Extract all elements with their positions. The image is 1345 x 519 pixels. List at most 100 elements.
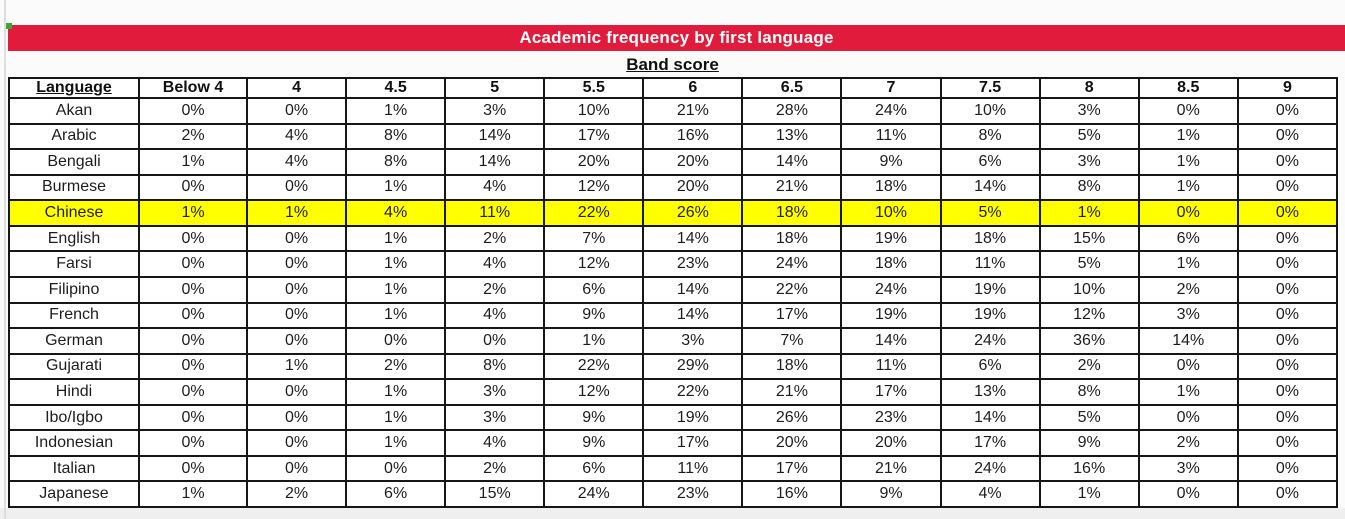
band-score-cell: 22%	[543, 352, 645, 381]
band-score-cell: 12%	[543, 378, 645, 406]
band-score-cell: 14%	[741, 148, 843, 176]
band-score-cell: 19%	[939, 301, 1041, 330]
band-score-cell: 0%	[1236, 173, 1339, 202]
band-score-cell: 0%	[245, 429, 348, 457]
table-row: Burmese 0% 0% 1% 4% 12% 20% 21% 18% 14% 8% 1% 0%	[8, 173, 1339, 202]
band-score-cell: 1%	[345, 275, 447, 304]
band-score-cell: 1%	[138, 480, 248, 508]
band-score-cell: 21%	[741, 173, 843, 202]
band-score-cell: 6%	[345, 480, 447, 508]
table-title: Academic frequency by first language	[519, 28, 834, 47]
language-cell: Gujarati	[8, 352, 140, 381]
band-score-cell: 0%	[1236, 224, 1339, 253]
band-score-cell: 14%	[642, 301, 744, 330]
band-score-cell: 1%	[345, 224, 447, 253]
band-score-cell: 0%	[1137, 480, 1239, 508]
table-row: Akan 0% 0% 1% 3% 10% 21% 28% 24% 10% 3% 0% 0%	[8, 97, 1339, 125]
band-score-cell: 12%	[543, 173, 645, 202]
band-score-cell: 1%	[345, 250, 447, 278]
language-cell: Akan	[8, 97, 140, 125]
band-score-cell: 0%	[245, 327, 348, 355]
band-score-cell: 21%	[642, 97, 744, 125]
band-score-cell: 20%	[642, 148, 744, 176]
band-score-cell: 15%	[444, 480, 546, 508]
band-score-cell: 1%	[345, 378, 447, 406]
band-score-cell: 1%	[1137, 148, 1239, 176]
band-score-cell: 23%	[840, 403, 942, 432]
band-score-cell: 1%	[245, 199, 348, 227]
band-score-cell: 11%	[840, 122, 942, 151]
band-score-cell: 0%	[138, 454, 248, 483]
band-score-cell: 7%	[741, 327, 843, 355]
band-score-cell: 0%	[1236, 454, 1339, 483]
band-score-cell: 3%	[444, 97, 546, 125]
band-score-cell: 0%	[245, 275, 348, 304]
language-cell: Bengali	[8, 148, 140, 176]
band-score-cell: 10%	[840, 199, 942, 227]
band-score-cell: 22%	[543, 199, 645, 227]
band-score-cell: 2%	[1137, 275, 1239, 304]
band-score-cell: 6%	[543, 275, 645, 304]
band-score-cell: 29%	[642, 352, 744, 381]
band-score-cell: 11%	[444, 199, 546, 227]
band-score-cell: 17%	[543, 122, 645, 151]
band-score-cell: 0%	[1236, 480, 1339, 508]
band-score-cell: 11%	[642, 454, 744, 483]
band-score-cell: 26%	[741, 403, 843, 432]
band-score-cell: 0%	[138, 224, 248, 253]
language-cell: Indonesian	[8, 429, 140, 457]
band-score-cell: 6%	[939, 352, 1041, 381]
band-score-cell: 24%	[741, 250, 843, 278]
band-score-cell: 0%	[138, 301, 248, 330]
language-column-header: Language	[8, 77, 140, 99]
band-score-cell: 0%	[138, 97, 248, 125]
band-score-cell: 2%	[245, 480, 348, 508]
band-score-cell: 10%	[939, 97, 1041, 125]
band-score-cell: 0%	[245, 97, 348, 125]
band-score-cell: 13%	[741, 122, 843, 151]
language-cell: Farsi	[8, 250, 140, 278]
band-score-cell: 0%	[345, 454, 447, 483]
band-column-header: 5.5	[543, 77, 645, 99]
table-row: French 0% 0% 1% 4% 9% 14% 17% 19% 19% 12% 3% 0%	[8, 301, 1339, 330]
language-cell: German	[8, 327, 140, 355]
band-score-cell: 3%	[1038, 97, 1140, 125]
language-cell: Arabic	[8, 122, 140, 151]
table-row: Gujarati 0% 1% 2% 8% 22% 29% 18% 11% 6% 2% 0% 0%	[8, 352, 1339, 381]
band-score-cell: 0%	[1236, 275, 1339, 304]
band-score-cell: 14%	[939, 173, 1041, 202]
band-score-cell: 8%	[939, 122, 1041, 151]
band-score-cell: 9%	[1038, 429, 1140, 457]
page-left-edge-line	[4, 0, 6, 519]
frequency-table: Language Below 4 4 4.5 5 5.5 6 6.5 7 7.5 8 8.5 9 Ak…	[8, 77, 1339, 508]
table-row: Ibo/Igbo 0% 0% 1% 3% 9% 19% 26% 23% 14% 5% 0% 0%	[8, 403, 1339, 432]
band-score-cell: 0%	[1137, 352, 1239, 381]
band-score-cell: 1%	[345, 403, 447, 432]
band-score-cell: 0%	[1236, 250, 1339, 278]
band-score-cell: 18%	[840, 173, 942, 202]
language-cell: Chinese	[8, 199, 140, 227]
language-cell: English	[8, 224, 140, 253]
band-score-cell: 0%	[1137, 97, 1239, 125]
band-score-cell: 19%	[939, 275, 1041, 304]
band-score-cell: 0%	[1236, 97, 1339, 125]
band-score-cell: 16%	[1038, 454, 1140, 483]
band-score-cell: 9%	[840, 480, 942, 508]
band-score-cell: 20%	[543, 148, 645, 176]
table-row: Farsi 0% 0% 1% 4% 12% 23% 24% 18% 11% 5% 1% 0%	[8, 250, 1339, 278]
band-score-cell: 4%	[444, 173, 546, 202]
band-score-cell: 14%	[642, 224, 744, 253]
band-score-cell: 5%	[1038, 403, 1140, 432]
band-score-cell: 3%	[444, 403, 546, 432]
table-title-bar: Academic frequency by first language	[8, 25, 1345, 51]
table-row: Arabic 2% 4% 8% 14% 17% 16% 13% 11% 8% 5% 1% 0%	[8, 122, 1339, 151]
band-score-cell: 24%	[939, 454, 1041, 483]
band-score-cell: 3%	[1038, 148, 1140, 176]
band-score-cell: 9%	[543, 301, 645, 330]
table-row: Hindi 0% 0% 1% 3% 12% 22% 21% 17% 13% 8% 1% 0%	[8, 378, 1339, 406]
band-score-cell: 8%	[1038, 378, 1140, 406]
band-score-cell: 0%	[138, 173, 248, 202]
band-score-cell: 1%	[1038, 480, 1140, 508]
band-score-cell: 0%	[138, 327, 248, 355]
band-score-cell: 0%	[138, 378, 248, 406]
